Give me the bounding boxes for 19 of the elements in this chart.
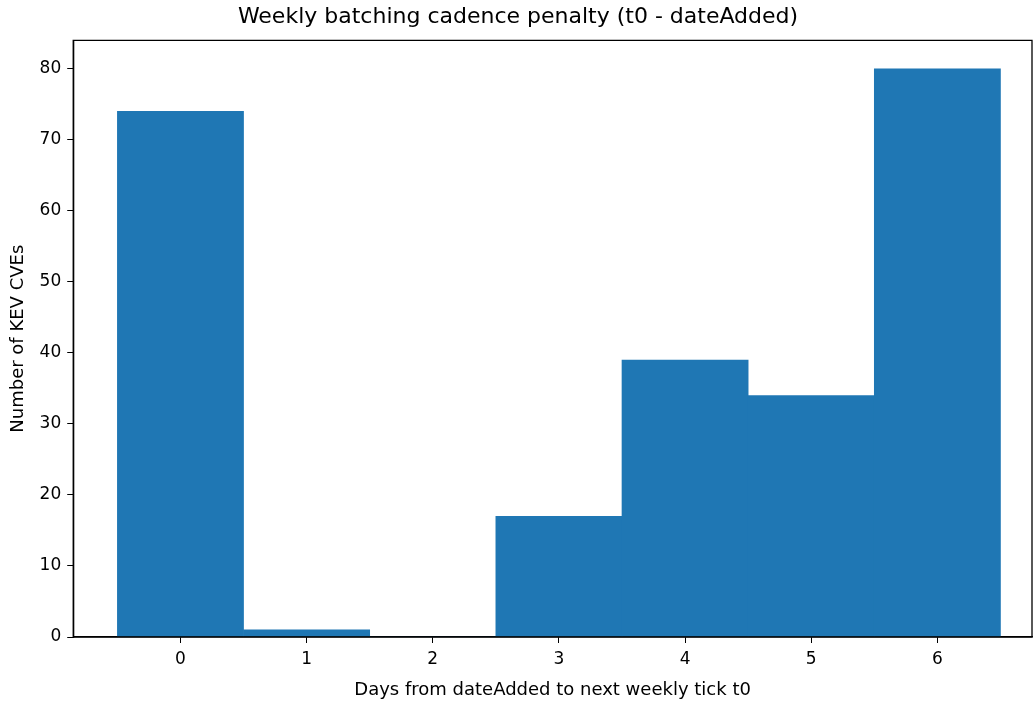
x-axis-title: Days from dateAdded to next weekly tick t0 [354,677,751,699]
x-tick-label: 3 [553,647,565,668]
y-tick-label: 20 [39,483,62,504]
y-tick-label: 80 [39,57,62,78]
y-tick-label: 30 [39,412,62,433]
y-tick-label: 60 [39,199,62,220]
chart-title: Weekly batching cadence penalty (t0 - dateAdded) [237,2,799,28]
x-tick-label: 4 [679,647,691,668]
y-tick-label: 50 [39,270,62,291]
x-tick-label: 1 [301,647,313,668]
x-tick-label: 2 [427,647,439,668]
y-tick-label: 40 [39,341,62,362]
x-tick-label: 0 [175,647,186,668]
x-tick-label: 6 [931,647,943,668]
y-tick-label: 10 [39,554,62,575]
y-tick-label: 0 [50,625,62,646]
y-axis-title: Number of KEV CVEs [6,244,28,433]
x-tick-label: 5 [805,647,817,668]
y-tick-label: 70 [39,128,62,149]
